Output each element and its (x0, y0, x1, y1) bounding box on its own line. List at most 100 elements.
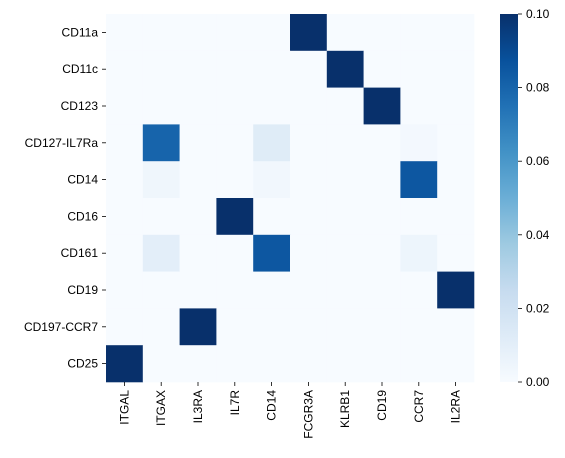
heatmap-cell (106, 50, 144, 88)
colorbar-tick-label: 0.10 (526, 7, 550, 21)
heatmap-cell (326, 345, 364, 383)
heatmap-cell (290, 161, 328, 199)
heatmap-cell (400, 345, 438, 383)
column-label: KLRB1 (338, 390, 352, 428)
heatmap-cell (363, 161, 401, 199)
heatmap-cell (216, 87, 254, 125)
heatmap-cell (106, 234, 144, 272)
heatmap-cell (106, 124, 144, 162)
heatmap-cell (363, 50, 401, 88)
heatmap-cells (106, 14, 475, 383)
heatmap-cell (253, 345, 291, 383)
heatmap-cell (253, 198, 291, 236)
heatmap-cell (326, 50, 364, 88)
heatmap-cell (437, 50, 475, 88)
heatmap-cell (326, 124, 364, 162)
heatmap-cell (437, 14, 475, 52)
heatmap-cell (253, 124, 291, 162)
heatmap-cell (326, 271, 364, 309)
heatmap-cell (253, 161, 291, 199)
heatmap-cell (326, 234, 364, 272)
heatmap-cell (290, 87, 328, 125)
heatmap-cell (400, 124, 438, 162)
heatmap-cell (106, 308, 144, 346)
column-label: ITGAL (117, 390, 131, 425)
heatmap-cell (216, 50, 254, 88)
heatmap-cell (290, 14, 328, 52)
heatmap-cell (363, 234, 401, 272)
heatmap-cell (216, 234, 254, 272)
heatmap-cell (326, 14, 364, 52)
heatmap-cell (142, 308, 180, 346)
heatmap-cell (253, 271, 291, 309)
heatmap-cell (179, 234, 217, 272)
heatmap-cell (437, 124, 475, 162)
heatmap-cell (326, 198, 364, 236)
heatmap-cell (437, 161, 475, 199)
row-label: CD127-IL7Ra (25, 136, 99, 150)
heatmap-cell (363, 124, 401, 162)
row-label: CD123 (61, 99, 99, 113)
heatmap-cell (400, 50, 438, 88)
heatmap-cell (253, 234, 291, 272)
heatmap-cell (179, 345, 217, 383)
row-labels: CD11a CD11c CD123 CD127-IL7Ra CD14 CD16 CD161 C… (24, 25, 106, 371)
row-label: CD14 (67, 173, 98, 187)
heatmap-cell (142, 50, 180, 88)
heatmap-cell (253, 87, 291, 125)
heatmap-cell (363, 14, 401, 52)
heatmap-cell (142, 345, 180, 383)
heatmap-cell (179, 161, 217, 199)
heatmap-cell (106, 14, 144, 52)
colorbar-tick-label: 0.00 (526, 375, 550, 389)
row-label: CD19 (67, 283, 98, 297)
colorbar-gradient (500, 14, 518, 382)
colorbar-tick-label: 0.06 (526, 154, 550, 168)
heatmap-cell (216, 198, 254, 236)
heatmap-cell (363, 308, 401, 346)
heatmap-cell (106, 345, 144, 383)
heatmap-cell (290, 234, 328, 272)
heatmap-cell (363, 198, 401, 236)
heatmap-cell (216, 345, 254, 383)
heatmap-cell (179, 87, 217, 125)
column-label: IL7R (228, 390, 242, 416)
column-label: FCGR3A (301, 390, 315, 439)
heatmap-cell (326, 308, 364, 346)
heatmap-cell (326, 87, 364, 125)
colorbar-tick-label: 0.08 (526, 81, 550, 95)
heatmap-cell (437, 198, 475, 236)
heatmap-cell (216, 271, 254, 309)
heatmap-cell (400, 161, 438, 199)
heatmap-cell (142, 198, 180, 236)
heatmap-cell (142, 234, 180, 272)
heatmap-cell (106, 161, 144, 199)
column-label: IL3RA (191, 390, 205, 423)
heatmap-cell (400, 308, 438, 346)
row-label: CD161 (61, 246, 99, 260)
heatmap-cell (400, 87, 438, 125)
heatmap-cell (290, 308, 328, 346)
heatmap-cell (253, 50, 291, 88)
heatmap-cell (363, 271, 401, 309)
colorbar-tick-label: 0.02 (526, 301, 550, 315)
row-label: CD11c (62, 62, 98, 76)
heatmap-cell (216, 161, 254, 199)
column-label: CD19 (375, 390, 389, 421)
heatmap-cell (142, 14, 180, 52)
heatmap-cell (106, 198, 144, 236)
heatmap-cell (179, 14, 217, 52)
heatmap-cell (326, 161, 364, 199)
heatmap-cell (400, 234, 438, 272)
heatmap-cell (179, 124, 217, 162)
heatmap-cell (106, 87, 144, 125)
heatmap-cell (290, 50, 328, 88)
heatmap-cell (179, 50, 217, 88)
heatmap-cell (437, 308, 475, 346)
colorbar-tick-label: 0.04 (526, 228, 550, 242)
heatmap-cell (400, 198, 438, 236)
heatmap-cell (253, 14, 291, 52)
heatmap-cell (142, 161, 180, 199)
heatmap-cell (437, 234, 475, 272)
heatmap-cell (106, 271, 144, 309)
